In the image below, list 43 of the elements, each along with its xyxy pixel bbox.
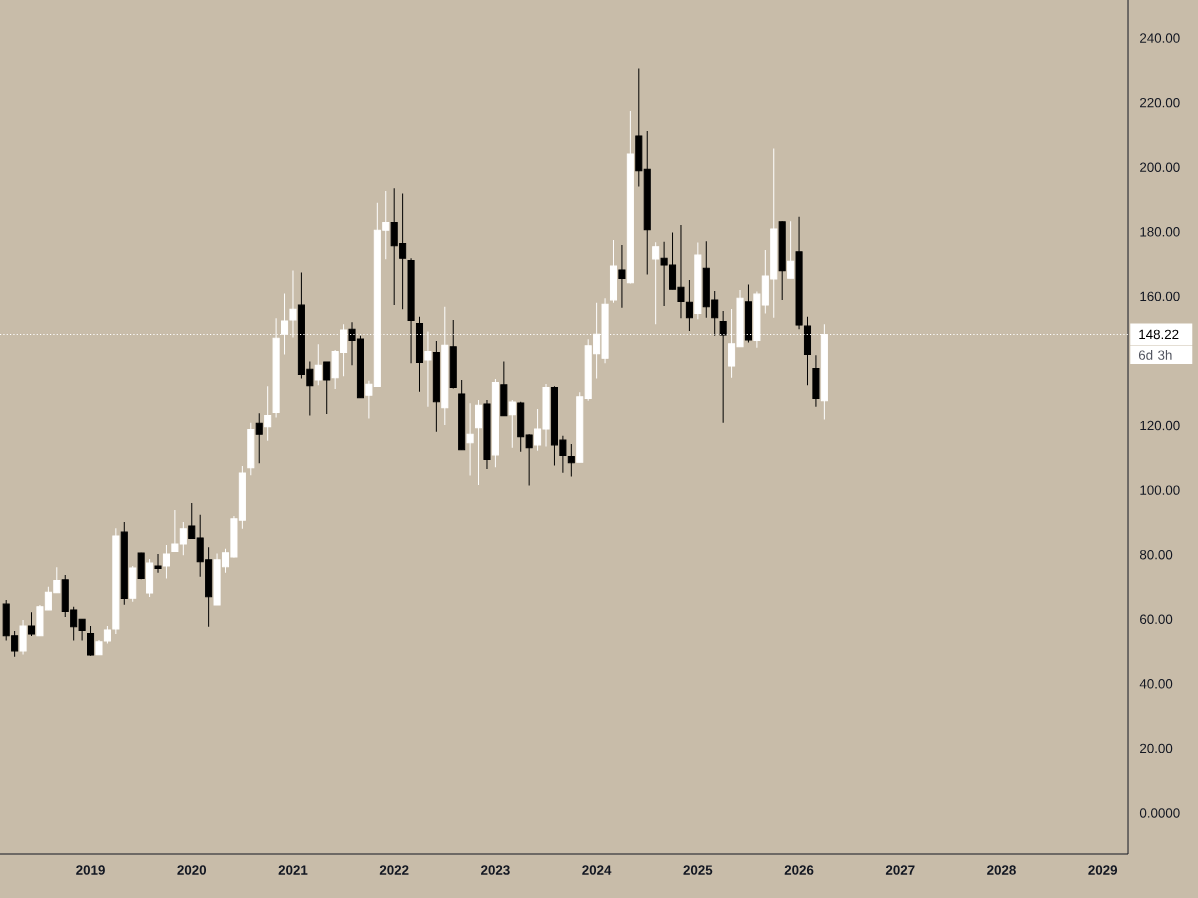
ref-line-label: 148.22	[1139, 329, 1179, 340]
y-tick-label: 120.00	[1140, 420, 1180, 431]
candlestick	[618, 244, 626, 309]
text: 6d 3h	[1138, 350, 1172, 360]
candlestick	[87, 625, 95, 657]
y-tick-label: 240.00	[1140, 33, 1180, 43]
y-tick-label: 160.00	[1140, 291, 1180, 302]
candlestick	[466, 402, 474, 477]
x-tick-label: 2028	[987, 865, 1016, 875]
y-tick-label: 200.00	[1140, 162, 1180, 172]
x-tick-label: 2026	[784, 865, 814, 875]
y-tick-label: 60.00	[1140, 614, 1173, 624]
candlestick	[508, 399, 516, 449]
y-tick-label: 0.0000	[1139, 808, 1180, 818]
candlestick	[719, 310, 727, 424]
candlestick	[787, 220, 795, 279]
candlestick	[652, 241, 660, 325]
candlestick	[685, 279, 693, 332]
candlestick	[264, 385, 272, 442]
candlestick	[188, 502, 196, 540]
candlestick	[27, 611, 36, 637]
candlestick	[255, 412, 263, 464]
y-tick-label: 80.00	[1139, 549, 1173, 560]
x-tick-label: 2027	[885, 865, 915, 875]
candlestick	[162, 544, 170, 580]
candlestick	[475, 399, 483, 486]
candlestick	[323, 361, 331, 415]
x-tick-label: 2021	[278, 865, 308, 875]
candlestick	[314, 343, 322, 386]
candlestick	[567, 443, 575, 478]
x-tick-label: 2022	[379, 865, 409, 875]
x-tick-label: 2024	[582, 865, 612, 875]
y-tick-label: 20.00	[1140, 743, 1173, 754]
y-tick-label: 40.00	[1139, 679, 1173, 689]
x-tick-label: 2025	[683, 865, 713, 875]
x-tick-label: 2029	[1088, 865, 1118, 875]
candlestick	[154, 553, 162, 574]
y-tick-label: 180.00	[1140, 227, 1180, 237]
y-tick-label: 220.00	[1140, 97, 1180, 108]
x-tick-label: 2020	[177, 865, 207, 875]
y-tick-label: 100.00	[1140, 485, 1180, 495]
x-tick-label: 2019	[76, 865, 105, 875]
x-tick-label: 2023	[481, 865, 510, 875]
